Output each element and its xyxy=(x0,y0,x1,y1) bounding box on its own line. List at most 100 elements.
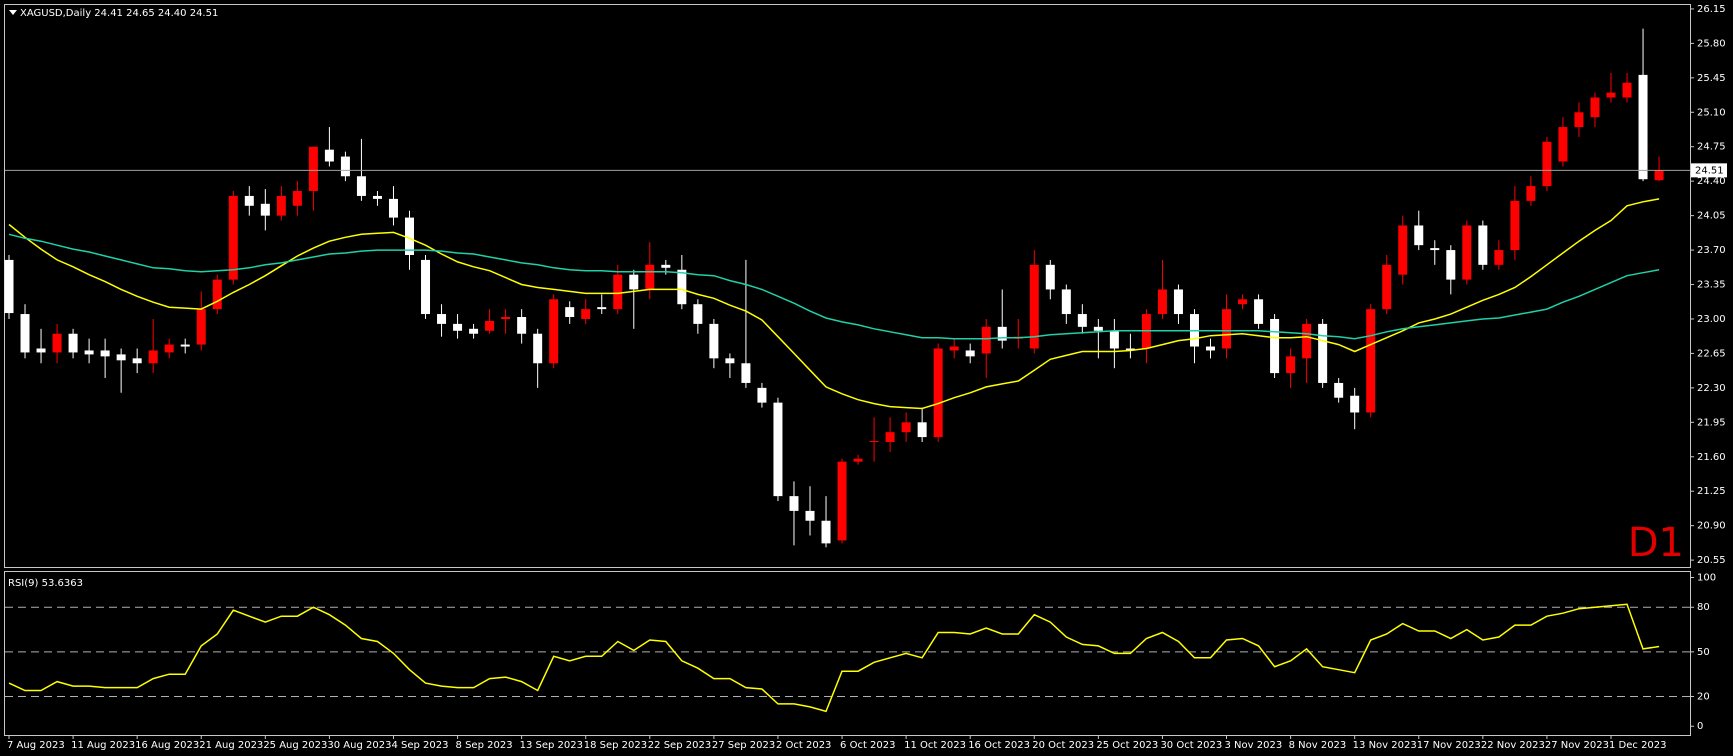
candle-body xyxy=(292,191,302,206)
x-tick-label: 16 Aug 2023 xyxy=(135,740,199,751)
collapse-icon[interactable] xyxy=(9,10,17,15)
candle-body xyxy=(1494,250,1504,265)
candle-body xyxy=(228,195,238,280)
candle-body xyxy=(36,348,46,353)
y-tick-label: 80 xyxy=(1697,602,1710,613)
candle-body xyxy=(1173,289,1183,315)
rsi-title: RSI(9) 53.6363 xyxy=(8,578,83,589)
candle-body xyxy=(1109,330,1119,349)
candle-body xyxy=(1029,264,1039,349)
candle-body xyxy=(1558,127,1568,162)
candle-body xyxy=(1077,314,1087,327)
candle-body xyxy=(1430,248,1440,251)
candle-body xyxy=(821,520,831,544)
candle-body xyxy=(180,344,190,347)
candle-body xyxy=(853,458,863,462)
current-price-label: 24.51 xyxy=(1695,165,1724,176)
candle-body xyxy=(1478,225,1488,265)
x-tick-label: 30 Aug 2023 xyxy=(327,740,391,751)
candle-body xyxy=(1286,356,1296,374)
candle-body xyxy=(1318,323,1328,383)
candle-body xyxy=(324,149,334,162)
y-tick-label: 26.15 xyxy=(1697,4,1726,15)
candle-body xyxy=(453,323,463,331)
x-tick-label: 21 Aug 2023 xyxy=(199,740,263,751)
x-tick-label: 30 Oct 2023 xyxy=(1160,740,1222,751)
candle-body xyxy=(485,320,495,331)
candle-body xyxy=(501,317,511,319)
x-tick-label: 25 Oct 2023 xyxy=(1096,740,1158,751)
candle-body xyxy=(1125,348,1135,351)
candle-body xyxy=(372,195,382,199)
candle-body xyxy=(148,350,158,364)
candle-body xyxy=(212,279,222,310)
x-tick-label: 7 Aug 2023 xyxy=(7,740,65,751)
candle-body xyxy=(1206,346,1215,351)
candle-body xyxy=(68,333,78,353)
candle-body xyxy=(597,307,607,310)
x-tick-label: 11 Aug 2023 xyxy=(71,740,135,751)
y-tick-label: 25.80 xyxy=(1697,38,1726,49)
y-tick-label: 21.25 xyxy=(1697,486,1726,497)
candle-body xyxy=(965,350,975,357)
candle-body xyxy=(1382,264,1392,310)
candle-body xyxy=(837,461,847,541)
x-tick-label: 6 Oct 2023 xyxy=(840,740,895,751)
candle-body xyxy=(661,264,671,268)
x-tick-label: 22 Sep 2023 xyxy=(648,740,711,751)
y-tick-label: 20.90 xyxy=(1697,521,1726,532)
candle-body xyxy=(1238,299,1248,305)
candle-body xyxy=(773,402,783,497)
candle-body xyxy=(405,217,414,255)
y-tick-label: 23.00 xyxy=(1697,314,1726,325)
y-tick-label: 23.70 xyxy=(1697,245,1726,256)
candle-body xyxy=(421,259,431,315)
candle-body xyxy=(1334,382,1344,398)
candle-body xyxy=(388,198,398,218)
candle-body xyxy=(901,422,911,433)
candle-body xyxy=(1270,318,1280,374)
candle-body xyxy=(1366,309,1376,413)
y-tick-label: 21.60 xyxy=(1697,452,1726,463)
candle-body xyxy=(981,326,991,354)
candle-body xyxy=(693,304,703,324)
timeframe-watermark: D1 xyxy=(1628,520,1684,566)
chart-title: XAGUSD,Daily 24.41 24.65 24.40 24.51 xyxy=(20,8,218,19)
x-tick-label: 16 Oct 2023 xyxy=(968,740,1030,751)
candle-body xyxy=(805,510,815,521)
candle-body xyxy=(260,203,270,216)
candle-body xyxy=(1638,74,1648,180)
candle-body xyxy=(533,333,543,364)
candle-body xyxy=(1654,170,1664,181)
x-tick-label: 20 Oct 2023 xyxy=(1032,740,1094,751)
x-tick-label: 18 Sep 2023 xyxy=(584,740,647,751)
candle-body xyxy=(132,358,142,364)
candle-body xyxy=(1446,250,1456,280)
moving-average-line xyxy=(8,233,1660,340)
candle-body xyxy=(340,156,350,177)
x-tick-label: 11 Oct 2023 xyxy=(904,740,966,751)
candle-body xyxy=(244,195,254,206)
candle-body xyxy=(1302,323,1312,359)
candle-body xyxy=(613,274,623,310)
y-tick-label: 22.30 xyxy=(1697,383,1726,394)
candle-body xyxy=(725,358,735,364)
moving-average-line xyxy=(8,198,1660,410)
candle-body xyxy=(949,346,959,351)
candle-body xyxy=(1510,200,1520,251)
candle-body xyxy=(709,323,719,359)
candle-body xyxy=(1045,264,1055,290)
candle-body xyxy=(869,441,879,443)
y-tick-label: 24.05 xyxy=(1697,211,1726,222)
candle-body xyxy=(789,496,799,511)
x-tick-label: 13 Sep 2023 xyxy=(520,740,583,751)
candle-body xyxy=(629,274,639,290)
x-tick-label: 13 Nov 2023 xyxy=(1353,740,1417,751)
x-tick-label: 4 Sep 2023 xyxy=(391,740,448,751)
y-tick-label: 50 xyxy=(1697,647,1710,658)
candle-body xyxy=(1061,289,1071,315)
candle-body xyxy=(1414,225,1424,246)
